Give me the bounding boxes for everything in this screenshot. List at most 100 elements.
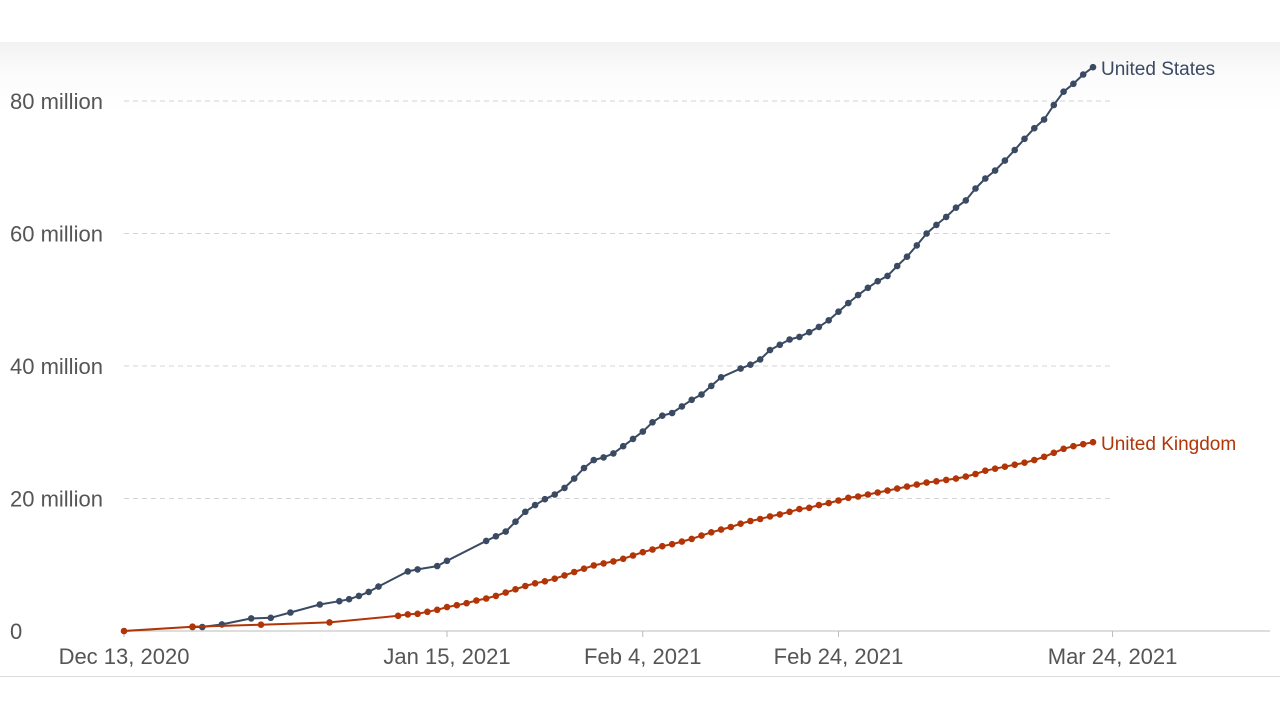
y-axis-ticks: 0 20 million 40 million 60 million 80 millio… — [10, 89, 103, 644]
data-point — [786, 336, 793, 343]
data-point — [629, 435, 637, 443]
data-point — [404, 611, 412, 618]
data-point — [247, 615, 255, 622]
data-point — [531, 501, 539, 509]
data-point — [1021, 459, 1028, 467]
data-point — [923, 230, 930, 237]
data-point — [531, 580, 539, 587]
series-lines — [120, 63, 1097, 635]
data-point — [717, 374, 725, 381]
data-point — [619, 442, 627, 450]
data-point — [815, 501, 823, 509]
data-point — [394, 612, 402, 620]
data-point — [1031, 456, 1038, 464]
data-point — [404, 568, 412, 575]
data-point — [756, 515, 764, 523]
y-tick-label: 20 million — [10, 487, 103, 512]
data-point — [933, 221, 940, 229]
data-point — [884, 272, 891, 280]
series-line-united-states — [192, 66, 1094, 628]
data-point — [649, 419, 656, 426]
data-point — [982, 467, 989, 475]
data-point — [463, 599, 470, 607]
data-point — [551, 491, 558, 498]
series-united-kingdom — [120, 438, 1097, 635]
data-point — [257, 621, 265, 628]
data-point — [903, 253, 911, 260]
data-point — [982, 175, 989, 182]
gridlines — [124, 100, 1113, 499]
data-point — [747, 517, 754, 525]
x-tick-label: Feb 24, 2021 — [774, 644, 904, 669]
chart-panel: 0 20 million 40 million 60 million 80 millio… — [0, 42, 1280, 677]
data-point — [590, 562, 598, 569]
data-point — [884, 487, 891, 494]
data-point — [708, 382, 715, 390]
data-point — [522, 582, 529, 590]
line-chart: 0 20 million 40 million 60 million 80 millio… — [10, 59, 1270, 669]
data-point — [913, 481, 921, 488]
data-point — [1070, 80, 1077, 88]
data-point — [991, 167, 999, 174]
data-point — [610, 558, 617, 565]
data-point — [600, 560, 607, 567]
data-point — [424, 608, 431, 616]
data-point — [561, 484, 568, 492]
data-point — [1011, 146, 1018, 154]
data-point — [668, 540, 676, 548]
data-point — [570, 475, 578, 482]
data-point — [962, 473, 970, 480]
data-point — [541, 578, 549, 585]
data-point — [1011, 461, 1018, 469]
data-point — [414, 566, 421, 573]
series-label-united-states: United States — [1101, 59, 1215, 80]
y-tick-label: 60 million — [10, 222, 103, 247]
data-point — [776, 341, 784, 349]
data-point — [345, 595, 353, 603]
data-point — [786, 508, 793, 516]
x-tick-label: Dec 13, 2020 — [59, 644, 190, 669]
data-point — [600, 454, 607, 461]
data-point — [355, 592, 363, 600]
data-point — [796, 505, 803, 513]
data-point — [375, 583, 382, 590]
data-point — [659, 542, 666, 550]
data-point — [433, 606, 441, 614]
x-axis-ticks: Dec 13, 2020 Jan 15, 2021 Feb 4, 2021 Feb 2… — [59, 631, 1178, 669]
data-point — [580, 464, 588, 472]
data-point — [766, 346, 774, 354]
data-point — [1079, 71, 1087, 78]
data-point — [1001, 463, 1009, 471]
x-tick-label: Jan 15, 2021 — [383, 644, 510, 669]
data-point — [737, 365, 744, 372]
x-tick-label: Mar 24, 2021 — [1048, 644, 1178, 669]
data-point — [502, 589, 510, 596]
series-line-united-kingdom — [123, 441, 1094, 632]
data-point — [639, 548, 647, 556]
data-point — [1060, 88, 1067, 95]
data-point — [874, 489, 881, 496]
data-point — [972, 185, 979, 192]
data-point — [962, 197, 970, 204]
data-point — [482, 537, 490, 545]
data-point — [845, 299, 852, 307]
data-point — [443, 603, 451, 611]
data-point — [316, 601, 324, 608]
data-point — [796, 333, 803, 341]
data-point — [825, 499, 832, 507]
data-point — [267, 614, 275, 622]
data-point — [1089, 63, 1097, 71]
data-point — [561, 572, 568, 579]
data-point — [1031, 124, 1038, 132]
x-tick-label: Feb 4, 2021 — [584, 644, 701, 669]
data-point — [326, 619, 333, 626]
data-point — [1060, 445, 1067, 453]
data-point — [287, 609, 294, 616]
data-point — [903, 483, 911, 490]
data-point — [473, 597, 480, 604]
data-point — [854, 493, 862, 500]
data-point — [835, 308, 842, 316]
y-tick-label: 80 million — [10, 89, 103, 114]
data-point — [845, 494, 852, 502]
data-point — [482, 595, 490, 602]
